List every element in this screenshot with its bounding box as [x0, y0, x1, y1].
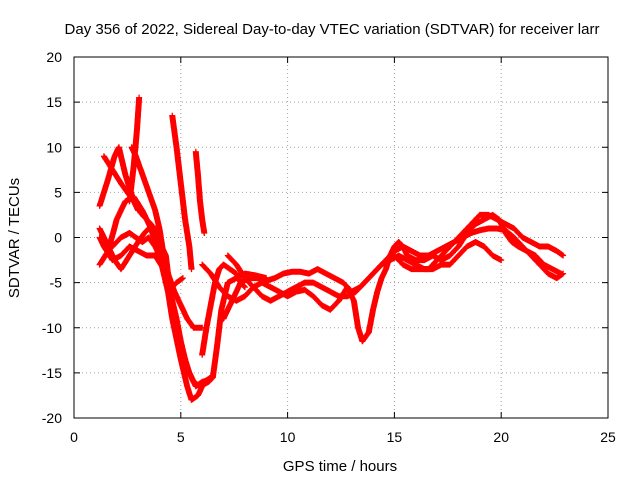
- x-tick-label: 15: [387, 429, 403, 445]
- x-tick-label: 25: [600, 429, 616, 445]
- plus-markers: [199, 261, 248, 358]
- x-tick-label: 20: [493, 429, 509, 445]
- x-tick-labels: 0 5 10 15 20 25: [70, 429, 616, 445]
- plot-frame: [73, 56, 609, 419]
- series-trace-9: [169, 112, 195, 273]
- x-tick-label: 5: [177, 429, 185, 445]
- data-series: [96, 94, 567, 403]
- y-tick-label: -10: [42, 320, 62, 336]
- y-tick-label: 10: [46, 139, 62, 155]
- series-trace-15: [391, 211, 567, 273]
- y-tick-label: 20: [46, 49, 62, 65]
- plus-markers: [169, 112, 195, 273]
- chart-title: Day 356 of 2022, Sidereal Day-to-day VTE…: [65, 21, 600, 38]
- plus-markers: [224, 239, 505, 304]
- series-trace-11: [199, 261, 248, 358]
- y-tick-labels: -20 -15 -10 -5 0 5 10 15 20: [42, 49, 62, 426]
- y-tick-label: -20: [42, 410, 62, 426]
- y-axis-label: SDTVAR / TECUs: [6, 178, 23, 298]
- y-tick-label: 15: [46, 94, 62, 110]
- series-trace-8: [128, 144, 206, 331]
- plus-markers: [391, 211, 567, 273]
- series-trace-14: [224, 239, 505, 304]
- plus-markers: [128, 144, 206, 331]
- y-tick-label: -5: [50, 275, 63, 291]
- y-tick-label: 5: [54, 184, 62, 200]
- x-tick-label: 10: [280, 429, 296, 445]
- y-tick-label: -15: [42, 365, 62, 381]
- y-tick-label: 0: [54, 230, 62, 246]
- x-tick-label: 0: [70, 429, 78, 445]
- series-trace-10: [192, 148, 208, 236]
- x-axis-label: GPS time / hours: [283, 458, 397, 475]
- plus-markers: [192, 148, 208, 236]
